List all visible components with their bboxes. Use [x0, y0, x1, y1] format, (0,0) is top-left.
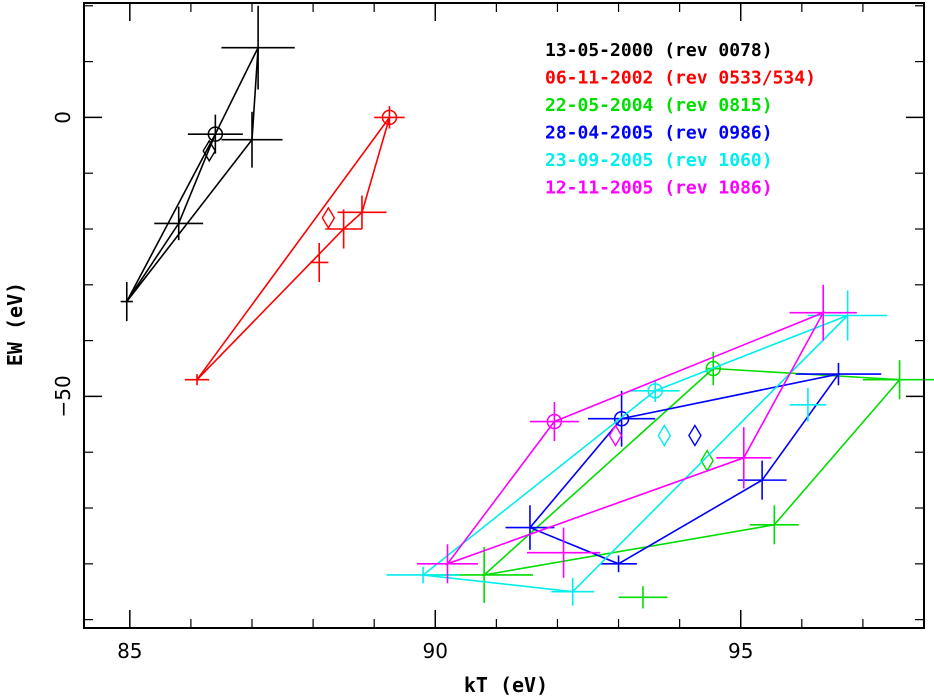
- ticks-layer: 85 90 95 0 −50: [51, 3, 924, 663]
- legend-entry: 23-09-2005 (rev 1060): [545, 150, 773, 171]
- x-tick-label: 85: [117, 639, 142, 663]
- circle-point: [613, 410, 630, 427]
- circle-point: [647, 383, 663, 399]
- series-0: [120, 5, 295, 322]
- y-tick-label: −50: [51, 375, 75, 417]
- x-axis-title: kT (eV): [464, 673, 548, 697]
- plot-frame: [83, 2, 925, 629]
- legend-entry: 13-05-2000 (rev 0078): [545, 40, 773, 61]
- legend-entry: 28-04-2005 (rev 0986): [545, 123, 773, 144]
- series-5: [416, 284, 857, 584]
- circle-point: [381, 109, 398, 126]
- circle-point: [546, 413, 563, 430]
- x-tick-label: 95: [728, 639, 753, 663]
- data-layer: [120, 5, 934, 609]
- legend-entry: 06-11-2002 (rev 0533/534): [545, 68, 816, 89]
- legend-entry: 22-05-2004 (rev 0815): [545, 95, 773, 116]
- diamond-point: [608, 424, 623, 447]
- series-line: [528, 372, 841, 565]
- series-line: [126, 47, 259, 302]
- diamond-point: [321, 206, 336, 230]
- y-axis-title: EW (eV): [3, 282, 27, 366]
- diamond-point: [202, 139, 217, 163]
- diamond-point: [657, 424, 672, 447]
- y-tick-label: 0: [51, 111, 75, 124]
- series-1: [184, 106, 405, 386]
- circle-point: [705, 360, 721, 377]
- legend-entry: 12-11-2005 (rev 1086): [545, 178, 773, 199]
- diamond-point: [688, 424, 702, 447]
- x-tick-label: 90: [423, 639, 448, 663]
- series-3: [505, 362, 882, 573]
- legend: 13-05-2000 (rev 0078) 06-11-2002 (rev 053…: [545, 40, 816, 199]
- circle-point: [207, 126, 224, 142]
- series-line: [196, 116, 391, 381]
